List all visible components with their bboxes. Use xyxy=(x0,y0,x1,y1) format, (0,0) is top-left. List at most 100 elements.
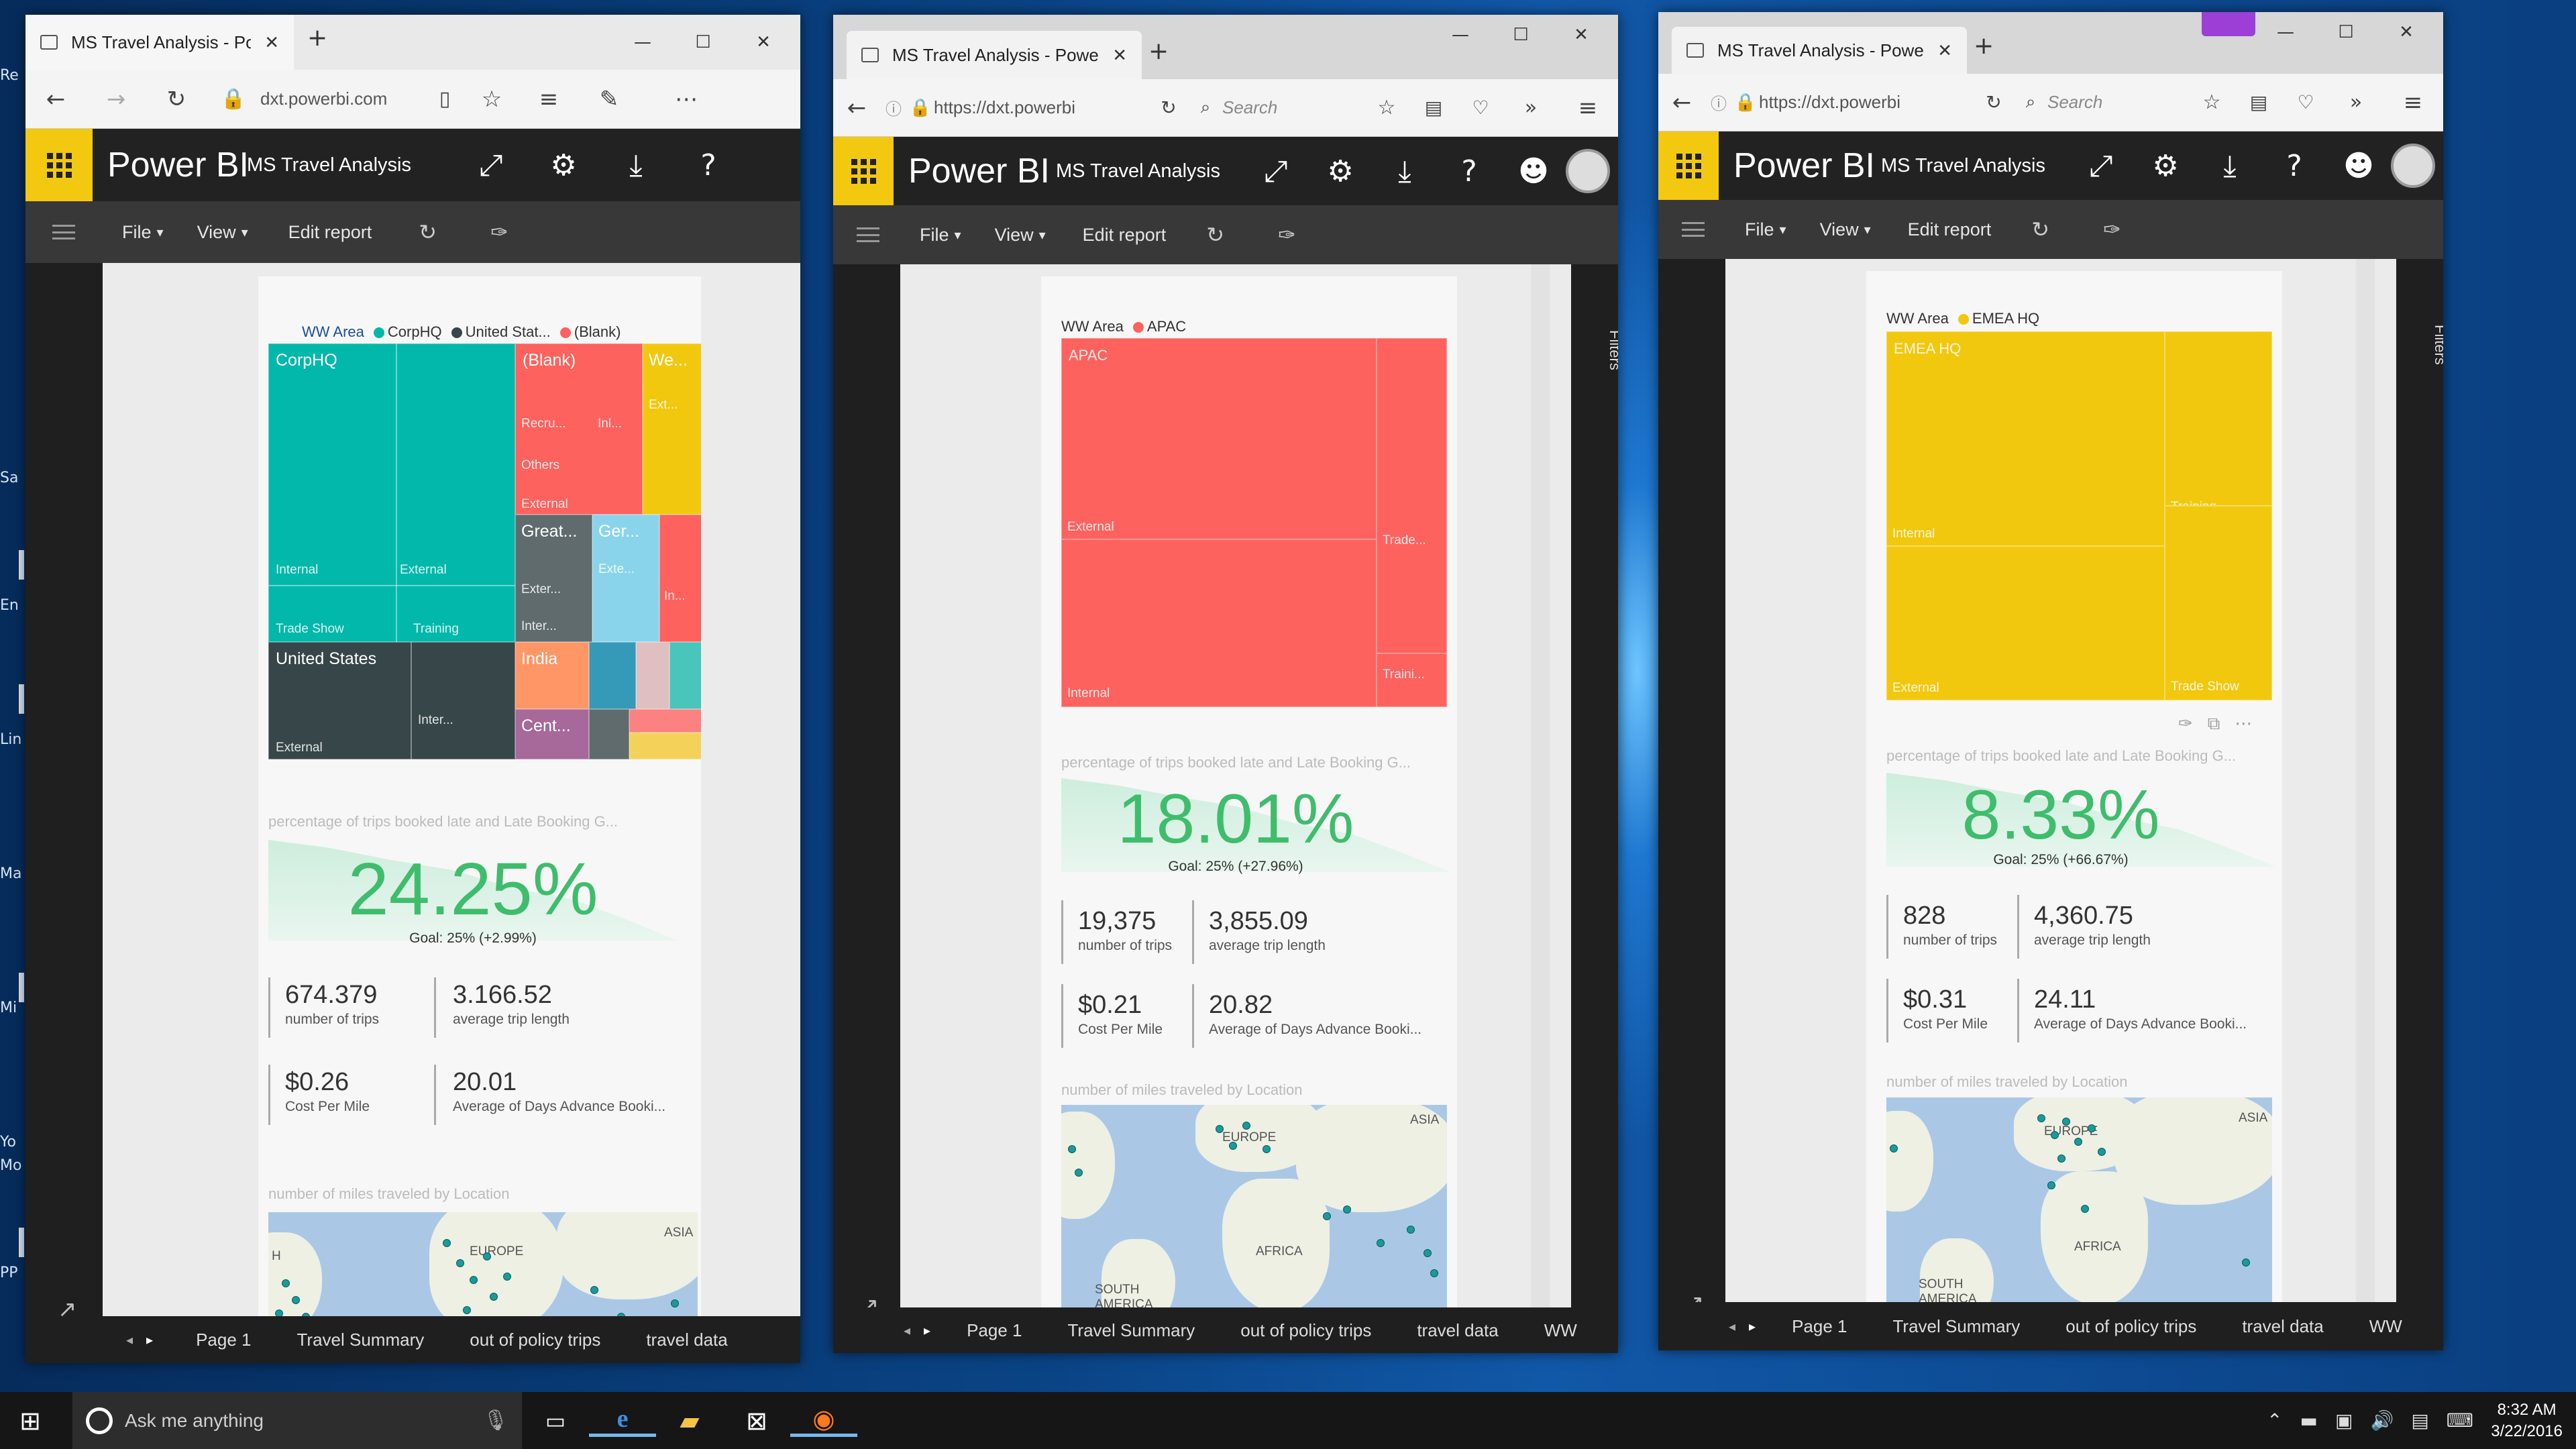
map-point[interactable] xyxy=(1216,1125,1224,1133)
legend-item[interactable]: (Blank) xyxy=(559,323,621,341)
treemap-cell-ger[interactable]: Ger... Exte... xyxy=(592,515,659,642)
legend-item[interactable]: CorpHQ xyxy=(373,323,442,341)
filters-pane-toggle[interactable]: Filters xyxy=(2432,325,2443,365)
focus-mode-icon[interactable]: ⧉ xyxy=(2207,714,2220,734)
edit-report-button[interactable]: Edit report xyxy=(1082,224,1167,245)
store-icon[interactable]: ⊠ xyxy=(746,1405,767,1436)
task-view-icon[interactable]: ▭ xyxy=(545,1407,566,1434)
library-icon[interactable]: ▤ xyxy=(2249,91,2268,113)
bookmark-star-icon[interactable]: ☆ xyxy=(1377,96,1396,119)
search-input[interactable]: Search xyxy=(2047,92,2103,112)
edge-browser-icon[interactable]: e xyxy=(589,1404,656,1437)
address-bar[interactable]: dxt.powerbi.com xyxy=(260,89,388,109)
desktop-shortcut-icon[interactable] xyxy=(19,1228,24,1257)
feedback-smiley-icon[interactable]: ☻ xyxy=(1518,154,1549,189)
app-launcher-icon[interactable] xyxy=(1658,131,1719,200)
prev-page-icon[interactable]: ◂ xyxy=(126,1332,133,1348)
treemap-cell[interactable] xyxy=(629,709,701,733)
forward-icon[interactable]: → xyxy=(106,85,126,113)
map-point[interactable] xyxy=(443,1239,451,1247)
treemap[interactable]: EMEA HQ Internal Training Trade Show Ext… xyxy=(1886,331,2272,700)
menu-icon[interactable]: ≡ xyxy=(2403,89,2423,116)
map-point[interactable] xyxy=(2057,1155,2065,1163)
desktop-icon-label[interactable]: Mo xyxy=(0,1157,22,1174)
avatar[interactable] xyxy=(1566,149,1610,193)
page-tab[interactable]: WW xyxy=(1544,1320,1577,1340)
maximize-icon[interactable]: ☐ xyxy=(1513,25,1529,45)
app-launcher-icon[interactable] xyxy=(833,137,894,205)
location-map[interactable]: ASIA EUROPE AFRICA SOUTH AMERICA xyxy=(1886,1097,2272,1302)
page-tab[interactable]: travel data xyxy=(646,1329,728,1350)
file-menu[interactable]: File xyxy=(122,221,152,242)
clock[interactable]: 8:32 AM 3/22/2016 xyxy=(2491,1399,2563,1442)
pin-icon[interactable]: ✑ xyxy=(2103,217,2121,242)
download-icon[interactable]: ⤓ xyxy=(2223,148,2237,183)
refresh-report-icon[interactable]: ↻ xyxy=(419,219,437,245)
network-icon[interactable]: ▣ xyxy=(2334,1409,2353,1432)
map-point[interactable] xyxy=(1075,1169,1083,1177)
file-menu[interactable]: File xyxy=(1745,219,1774,239)
desktop-icon-label[interactable]: PP xyxy=(0,1265,18,1281)
map-point[interactable] xyxy=(456,1259,464,1267)
map-point[interactable] xyxy=(2051,1131,2059,1139)
firefox-icon[interactable]: ◉ xyxy=(790,1404,857,1437)
page-tab[interactable]: Travel Summary xyxy=(1892,1316,2021,1336)
help-icon[interactable]: ? xyxy=(700,148,716,182)
microphone-icon[interactable]: 🎙 xyxy=(482,1409,508,1432)
map-point[interactable] xyxy=(1407,1226,1415,1234)
refresh-icon[interactable]: ↻ xyxy=(166,85,186,113)
treemap-cell[interactable] xyxy=(589,642,636,709)
more-icon[interactable]: ⋯ xyxy=(675,85,698,113)
pocket-icon[interactable]: ♡ xyxy=(1472,97,1489,119)
map-point[interactable] xyxy=(2037,1114,2045,1122)
help-icon[interactable]: ? xyxy=(2286,148,2302,183)
close-window-icon[interactable]: ✕ xyxy=(756,32,771,52)
page-tab[interactable]: out of policy trips xyxy=(2065,1316,2197,1336)
map-point[interactable] xyxy=(1430,1269,1438,1277)
desktop-icon-label[interactable]: Sa xyxy=(0,470,19,486)
view-menu[interactable]: View xyxy=(1819,219,1859,239)
bookmark-star-icon[interactable]: ☆ xyxy=(2202,91,2221,114)
map-point[interactable] xyxy=(1229,1142,1237,1150)
close-tab-icon[interactable]: ✕ xyxy=(1112,44,1127,65)
settings-gear-icon[interactable]: ⚙ xyxy=(550,148,577,182)
desktop-icon-label[interactable]: Ma xyxy=(0,865,22,882)
filters-pane-toggle[interactable]: Filters xyxy=(1607,330,1618,370)
map-point[interactable] xyxy=(590,1286,598,1294)
new-tab-icon[interactable]: + xyxy=(1974,32,1994,60)
windows-start-icon[interactable]: ⊞ xyxy=(19,1405,41,1436)
treemap-cell-tradeshow[interactable]: Trade Show xyxy=(2165,506,2272,700)
map-point[interactable] xyxy=(2088,1124,2096,1132)
file-explorer-icon[interactable]: ▰ xyxy=(680,1405,700,1436)
nav-menu-icon[interactable] xyxy=(857,227,879,242)
treemap-cell-cent[interactable]: Cent... xyxy=(515,709,589,759)
treemap-cell-trade[interactable]: Trade... xyxy=(1377,338,1447,653)
page-tab[interactable]: Travel Summary xyxy=(1067,1320,1195,1340)
web-note-icon[interactable]: ✎ xyxy=(599,85,619,113)
desktop-icon-label[interactable]: Lin xyxy=(0,731,22,748)
address-bar[interactable]: https://dxt.powerbi xyxy=(1759,92,1900,112)
map-point[interactable] xyxy=(470,1276,478,1284)
file-menu[interactable]: File xyxy=(920,224,949,245)
map-point[interactable] xyxy=(2062,1118,2070,1126)
treemap[interactable]: CorpHQ Internal External Trade Show Trai… xyxy=(268,343,701,759)
legend-item[interactable]: United Stat... xyxy=(451,323,551,341)
map-point[interactable] xyxy=(2047,1181,2055,1189)
browser-tab[interactable]: MS Travel Analysis - Powe... ✕ xyxy=(847,31,1142,79)
fullscreen-icon[interactable]: ⤢ xyxy=(2089,148,2113,183)
view-menu[interactable]: View xyxy=(197,221,236,242)
view-menu[interactable]: View xyxy=(994,224,1034,245)
page-tab[interactable]: travel data xyxy=(2242,1316,2324,1336)
prev-page-icon[interactable]: ◂ xyxy=(1729,1318,1736,1334)
pin-icon[interactable]: ✑ xyxy=(490,219,508,245)
scrollbar[interactable] xyxy=(2356,259,2375,1302)
treemap-cell-external[interactable]: APAC External xyxy=(1061,338,1377,539)
favorite-star-icon[interactable]: ☆ xyxy=(481,85,502,113)
app-launcher-icon[interactable] xyxy=(25,129,93,201)
keyboard-icon[interactable]: ⌨ xyxy=(2446,1409,2474,1432)
treemap-cell-training[interactable]: Training xyxy=(2165,331,2272,506)
fullscreen-icon[interactable]: ⤢ xyxy=(479,148,503,182)
powerbi-logo[interactable]: Power BI xyxy=(1733,146,1875,185)
location-map[interactable]: ASIA EUROPE H xyxy=(268,1212,698,1316)
map-point[interactable] xyxy=(292,1296,300,1304)
